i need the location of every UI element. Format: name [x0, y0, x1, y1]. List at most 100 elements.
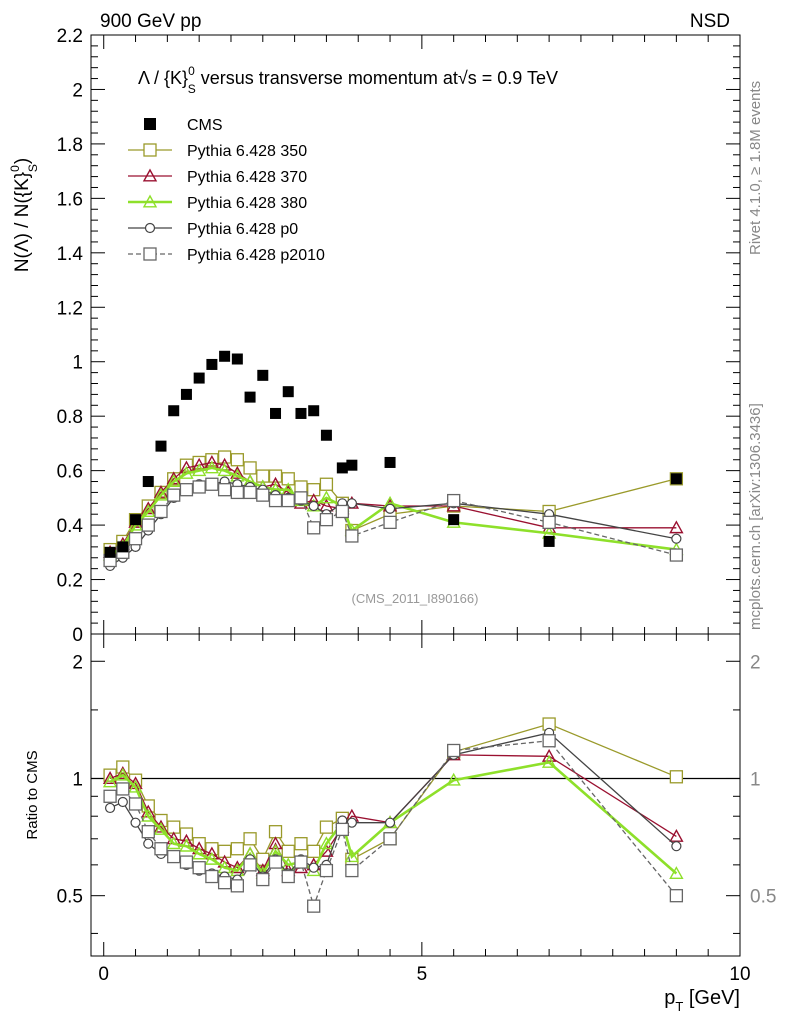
point-p2010	[319, 512, 334, 527]
ratio-point-p370	[102, 771, 118, 784]
ratio-point-p380	[128, 779, 143, 793]
legend-marker	[143, 143, 157, 157]
legend-label: Pythia 6.428 370	[187, 169, 307, 186]
ratio-point-p2010	[294, 855, 308, 869]
point-p2010	[205, 477, 219, 491]
point-p380	[141, 504, 156, 517]
point-cms	[336, 462, 348, 474]
ratio-ytick-label: 0.5	[57, 887, 83, 908]
ratio-point-p370	[115, 766, 131, 779]
point-cms	[168, 405, 180, 417]
point-cms	[244, 391, 256, 403]
ratio-axis-ticks: 0.5 0.5 1 1 2 2 0 5 10	[57, 634, 776, 985]
point-p0	[308, 500, 319, 512]
point-cms	[257, 369, 269, 381]
point-p2010	[294, 491, 308, 505]
point-p350	[217, 450, 232, 464]
legend-item-p2010: Pythia 6.428 p2010	[128, 247, 325, 264]
ratio-point-p380	[141, 808, 156, 822]
legend-marker	[143, 247, 157, 261]
point-p2010	[179, 483, 194, 497]
point-cms	[384, 456, 396, 468]
plot-title: Λ / {K}0 S versus transverse momentum at√…	[138, 64, 558, 96]
point-p380	[166, 474, 181, 488]
point-p350	[230, 453, 244, 467]
analysis-id: (CMS_2011_I890166)	[352, 591, 479, 606]
legend: CMS Pythia 6.428 350 Pythia 6.428 370 Pythi…	[128, 117, 325, 264]
point-cms	[219, 350, 231, 362]
main-ytick-label: 0.4	[57, 516, 84, 537]
legend-label: Pythia 6.428 p0	[187, 221, 298, 238]
ratio-point-p380	[204, 851, 220, 865]
ratio-point-p2010	[154, 842, 168, 856]
point-cms	[448, 514, 460, 526]
ratio-point-p2010	[268, 855, 283, 869]
ratio-point-p2010	[281, 869, 295, 884]
ratio-point-p380	[166, 836, 181, 850]
legend-item-p370: Pythia 6.428 370	[128, 168, 307, 186]
point-p2010	[243, 485, 257, 500]
main-ytick-label: 0	[72, 625, 83, 646]
ratio-point-p2010	[103, 789, 117, 803]
main-y-axis-label: N(Λ) / N({K}0 S)	[8, 158, 40, 272]
point-p2010	[307, 521, 321, 535]
ratio-point-p380	[179, 838, 194, 852]
point-p2010	[345, 529, 359, 543]
ratio-point-p0	[130, 817, 141, 828]
ratio-point-p380	[153, 821, 169, 835]
series-cms	[104, 350, 682, 558]
ratio-point-p350	[268, 825, 283, 839]
ratio-point-p350	[230, 842, 244, 856]
main-ytick-label: 1.8	[57, 135, 83, 156]
ratio-point-p0	[104, 802, 116, 814]
ratio-point-p350	[294, 837, 308, 851]
ratio-point-p350	[669, 770, 684, 784]
ratio-point-p380	[191, 846, 207, 860]
main-data-layer	[102, 350, 684, 572]
ratio-point-p2010	[179, 855, 194, 869]
legend-marker	[142, 194, 158, 208]
legend-item-p350: Pythia 6.428 350	[128, 143, 307, 160]
point-cms	[155, 440, 167, 452]
ratio-ytick-label-right: 2	[750, 652, 761, 673]
point-p2010	[335, 504, 349, 519]
point-cms	[104, 546, 116, 558]
ratio-point-p380	[319, 836, 334, 850]
point-cms	[543, 535, 555, 547]
ratio-ytick-label-right: 0.5	[750, 887, 776, 908]
ratio-point-p350	[243, 832, 257, 846]
ratio-point-p0	[117, 796, 128, 808]
point-cms	[130, 514, 142, 526]
point-p2010	[447, 493, 461, 508]
point-cms	[117, 541, 129, 553]
point-p380	[319, 490, 334, 504]
legend-item-p0: Pythia 6.428 p0	[128, 221, 298, 238]
legend-label: Pythia 6.428 380	[187, 195, 307, 212]
legend-label: Pythia 6.428 350	[187, 143, 307, 160]
ratio-point-p0	[384, 817, 396, 828]
main-ytick-label: 0.8	[57, 407, 83, 428]
ratio-point-p2010	[205, 869, 219, 884]
main-ytick-label: 0.6	[57, 462, 83, 483]
legend-item-p380: Pythia 6.428 380	[128, 194, 307, 212]
ratio-point-p380	[115, 767, 131, 781]
point-p350	[319, 477, 334, 491]
ratio-point-p2010	[542, 734, 556, 748]
main-ytick-label: 1.6	[57, 189, 83, 210]
series-p2010	[103, 477, 684, 568]
ratio-point-p2010	[335, 822, 349, 837]
ratio-panel-frame	[90, 633, 741, 957]
point-p380	[204, 460, 220, 474]
point-p2010	[268, 493, 283, 508]
ratio-y-axis-label: Ratio to CMS	[24, 750, 41, 839]
ratio-line-p0	[109, 732, 677, 881]
point-p2010	[669, 548, 684, 562]
ratio-point-p0	[346, 817, 357, 828]
ratio-point-p350	[307, 844, 321, 858]
point-p2010	[230, 485, 244, 500]
point-p380	[153, 487, 169, 501]
legend-label: Pythia 6.428 p2010	[187, 247, 325, 264]
main-ytick-label: 1.2	[57, 298, 83, 319]
ratio-point-p2010	[319, 863, 334, 878]
